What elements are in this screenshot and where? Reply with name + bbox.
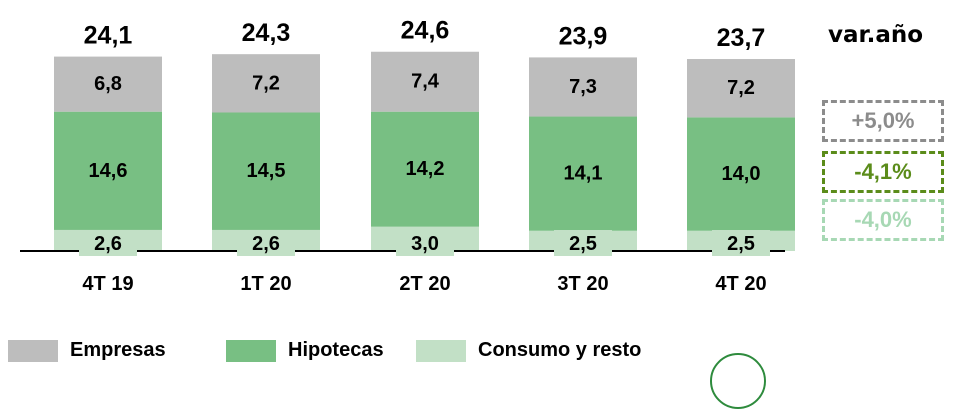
data-label-hipotecas-4t-19: 14,6 [89,160,128,182]
decorative-circle [710,353,766,409]
bar-hipotecas-4t-20 [687,117,795,231]
variation-box-empresas: +5,0% [822,100,944,142]
variation-title: var.año [828,22,924,48]
x-tick-label-3t-20: 3T 20 [557,273,608,295]
legend: Empresas Hipotecas Consumo y resto [0,339,957,363]
variation-box-hipotecas: -4,1% [822,151,944,193]
x-tick-label-4t-19: 4T 19 [82,273,133,295]
bar-hipotecas-1t-20 [212,112,320,230]
data-label-hipotecas-1t-20: 14,5 [247,160,286,182]
legend-label-consumo: Consumo y resto [478,339,642,361]
data-label-consumo-y-resto-2t-20: 3,0 [411,233,439,255]
x-tick-label-4t-20: 4T 20 [715,273,766,295]
total-label-2t-20: 24,6 [401,17,450,45]
data-label-empresas-1t-20: 7,2 [252,72,280,94]
bar-empresas-1t-20 [212,54,320,113]
total-label-1t-20: 24,3 [242,19,291,47]
bars-group [54,51,795,251]
total-label-4t-19: 24,1 [84,22,133,50]
x-tick-label-1t-20: 1T 20 [240,273,291,295]
bar-empresas-3t-20 [529,57,637,117]
legend-swatch-hipotecas [226,339,276,362]
label-bg-consumo-y-resto-2t-20 [396,230,454,256]
data-label-empresas-4t-20: 7,2 [727,77,755,99]
data-label-consumo-y-resto-4t-19: 2,6 [94,233,122,255]
bar-empresas-2t-20 [371,51,479,112]
labels-group: 2,6 14,6 6,8 24,1 4T 19 2,6 14,5 7,2 24,3 1T 20 3,… [79,17,770,295]
legend-swatch-empresas [8,339,58,362]
legend-item-hipotecas: Hipotecas [226,339,384,362]
data-label-consumo-y-resto-3t-20: 2,5 [569,233,597,255]
data-label-consumo-y-resto-1t-20: 2,6 [252,233,280,255]
bar-hipotecas-2t-20 [371,111,479,227]
bar-hipotecas-3t-20 [529,116,637,231]
data-label-hipotecas-2t-20: 14,2 [406,158,445,180]
label-bg-consumo-y-resto-3t-20 [554,230,612,256]
data-label-hipotecas-3t-20: 14,1 [564,163,603,185]
variation-box-consumo-y-resto: -4,0% [822,199,944,241]
data-label-empresas-4t-19: 6,8 [94,73,122,95]
legend-item-empresas: Empresas [8,339,166,362]
data-label-consumo-y-resto-4t-20: 2,5 [727,233,755,255]
x-tick-label-2t-20: 2T 20 [399,273,450,295]
data-label-empresas-3t-20: 7,3 [569,76,597,98]
label-bg-consumo-y-resto-4t-19 [79,230,137,256]
bar-empresas-4t-20 [687,59,795,118]
legend-swatch-consumo [416,339,466,362]
bar-empresas-4t-19 [54,56,162,112]
bar-hipotecas-4t-19 [54,111,162,230]
legend-item-consumo: Consumo y resto [416,339,641,362]
total-label-4t-20: 23,7 [717,24,766,52]
legend-label-hipotecas: Hipotecas [288,339,384,361]
data-label-hipotecas-4t-20: 14,0 [722,163,761,185]
stacked-bar-chart: 2,6 14,6 6,8 24,1 4T 19 2,6 14,5 7,2 24,3 1T 20 3,… [20,17,795,295]
total-label-3t-20: 23,9 [559,22,608,50]
legend-label-empresas: Empresas [70,339,166,361]
label-bg-consumo-y-resto-4t-20 [712,230,770,256]
label-bg-consumo-y-resto-1t-20 [237,230,295,256]
data-label-empresas-2t-20: 7,4 [411,71,440,93]
